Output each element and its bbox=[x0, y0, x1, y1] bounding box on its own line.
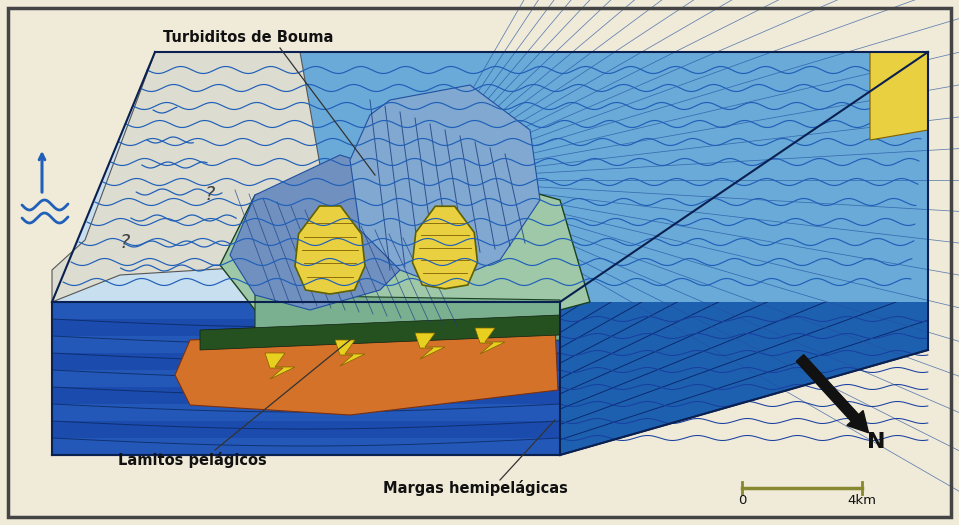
Polygon shape bbox=[350, 85, 540, 285]
Polygon shape bbox=[415, 333, 445, 359]
Polygon shape bbox=[475, 328, 505, 354]
Text: Turbiditos de Bouma: Turbiditos de Bouma bbox=[163, 30, 333, 46]
Polygon shape bbox=[412, 206, 478, 289]
Polygon shape bbox=[52, 302, 560, 455]
Text: 4km: 4km bbox=[848, 494, 877, 507]
Polygon shape bbox=[52, 421, 560, 438]
Polygon shape bbox=[220, 155, 590, 330]
Polygon shape bbox=[52, 353, 560, 370]
Polygon shape bbox=[335, 340, 365, 366]
Polygon shape bbox=[560, 52, 928, 455]
Polygon shape bbox=[300, 52, 928, 302]
Polygon shape bbox=[255, 295, 560, 355]
Polygon shape bbox=[870, 52, 928, 140]
Polygon shape bbox=[295, 206, 365, 294]
Polygon shape bbox=[52, 319, 560, 336]
Text: N: N bbox=[867, 432, 885, 452]
Polygon shape bbox=[52, 52, 928, 302]
Text: Margas hemipelágicas: Margas hemipelágicas bbox=[383, 480, 568, 496]
Polygon shape bbox=[52, 52, 320, 302]
Polygon shape bbox=[175, 325, 558, 415]
Polygon shape bbox=[52, 387, 560, 404]
Polygon shape bbox=[265, 353, 295, 379]
FancyArrow shape bbox=[796, 354, 869, 433]
Text: ?: ? bbox=[205, 185, 216, 204]
Text: 0: 0 bbox=[737, 494, 746, 507]
Polygon shape bbox=[200, 315, 560, 350]
Text: ?: ? bbox=[120, 233, 130, 252]
Polygon shape bbox=[230, 155, 430, 310]
Text: Lamitos pelágicos: Lamitos pelágicos bbox=[118, 452, 267, 468]
